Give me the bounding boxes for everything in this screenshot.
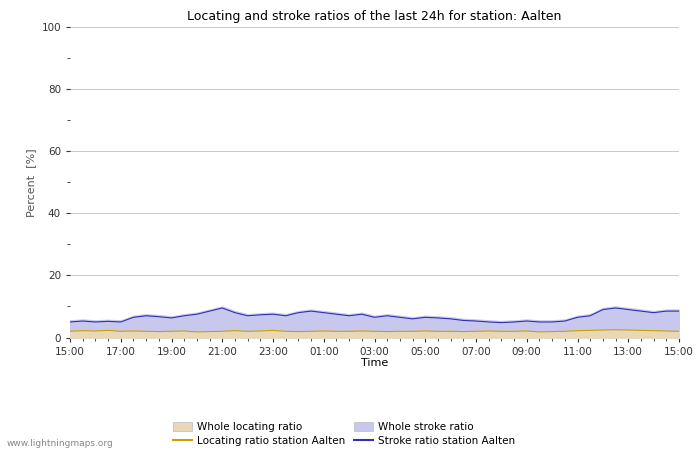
Y-axis label: Percent  [%]: Percent [%] [26, 148, 36, 216]
Title: Locating and stroke ratios of the last 24h for station: Aalten: Locating and stroke ratios of the last 2… [188, 10, 561, 23]
Text: www.lightningmaps.org: www.lightningmaps.org [7, 439, 113, 448]
X-axis label: Time: Time [361, 358, 388, 368]
Legend: Whole locating ratio, Locating ratio station Aalten, Whole stroke ratio, Stroke : Whole locating ratio, Locating ratio sta… [169, 418, 519, 450]
